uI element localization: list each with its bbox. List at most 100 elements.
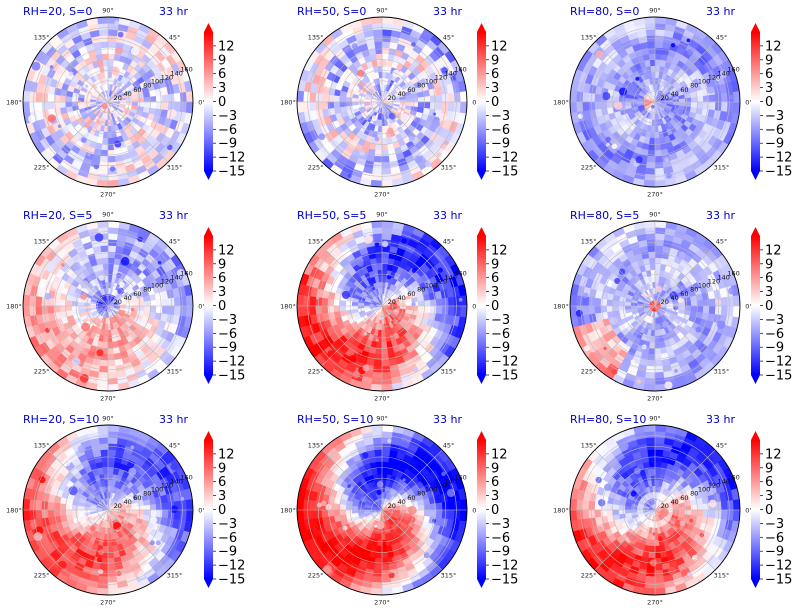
field-cell bbox=[732, 101, 740, 114]
colorbar-tick-label: −9 bbox=[491, 341, 510, 356]
field-cell bbox=[600, 101, 608, 110]
field-cell bbox=[107, 461, 115, 469]
field-cell bbox=[96, 17, 109, 25]
field-cell bbox=[372, 371, 383, 380]
field-cell bbox=[98, 167, 109, 176]
field-speckle bbox=[729, 94, 735, 100]
angle-tick-label: 45° bbox=[169, 237, 181, 245]
field-cell bbox=[34, 296, 43, 307]
field-cell bbox=[320, 305, 329, 315]
panel-title: RH=80, S=0 bbox=[570, 5, 639, 18]
radius-tick-label: 100 bbox=[698, 78, 710, 86]
field-cell bbox=[107, 221, 120, 229]
field-cell bbox=[320, 93, 329, 103]
radius-tick-label: 40 bbox=[397, 90, 405, 98]
colorbar-gradient bbox=[204, 32, 213, 171]
radius-tick-label: 60 bbox=[680, 290, 688, 298]
field-cell bbox=[65, 300, 73, 307]
radius-tick-label: 20 bbox=[114, 94, 122, 102]
field-speckle bbox=[606, 120, 610, 124]
field-cell bbox=[702, 298, 710, 307]
field-cell bbox=[302, 295, 311, 307]
field-cell bbox=[696, 305, 704, 313]
colorbar-gradient bbox=[751, 32, 760, 171]
radius-tick-label: 40 bbox=[397, 294, 405, 302]
field-cell bbox=[107, 179, 120, 187]
field-cell bbox=[377, 125, 383, 133]
colorbar-tick-label: 12 bbox=[491, 39, 508, 54]
field-cell bbox=[107, 383, 120, 391]
field-cell bbox=[654, 257, 662, 265]
field-cell bbox=[654, 53, 662, 61]
field-cell bbox=[447, 296, 456, 307]
field-speckle bbox=[28, 114, 37, 123]
field-cell bbox=[46, 305, 55, 315]
colorbar-tick-label: 3 bbox=[765, 81, 773, 96]
field-cell bbox=[96, 179, 109, 187]
colorbar-tick-label: 12 bbox=[765, 243, 782, 258]
angle-tick-label: 270° bbox=[374, 191, 390, 199]
angle-tick-label: 270° bbox=[647, 191, 663, 199]
colorbar-gradient bbox=[204, 236, 213, 375]
field-cell bbox=[654, 155, 664, 164]
field-cell bbox=[327, 298, 335, 307]
field-cell bbox=[173, 92, 182, 103]
panel-title: RH=20, S=5 bbox=[23, 209, 92, 222]
field-cell bbox=[708, 93, 717, 103]
field-cell bbox=[107, 353, 116, 361]
radius-tick-label: 60 bbox=[133, 86, 141, 94]
field-cell bbox=[46, 101, 55, 111]
colorbar-tick-label: 9 bbox=[218, 53, 226, 68]
field-cell bbox=[28, 295, 37, 307]
colorbar-tick-label: −9 bbox=[218, 341, 237, 356]
colorbar-extend-high bbox=[751, 227, 760, 236]
field-cell bbox=[654, 251, 663, 259]
field-cell bbox=[155, 305, 163, 314]
field-cell bbox=[429, 305, 437, 314]
field-cell bbox=[708, 297, 717, 307]
field-speckle bbox=[351, 43, 359, 50]
field-cell bbox=[297, 305, 305, 318]
colorbar-tick-label: 12 bbox=[765, 39, 782, 54]
field-cell bbox=[643, 221, 656, 229]
field-cell bbox=[453, 91, 462, 103]
field-speckle bbox=[589, 351, 596, 358]
field-cell bbox=[643, 179, 656, 187]
field-cell bbox=[302, 305, 311, 317]
angular-gridline bbox=[654, 41, 716, 103]
field-cell bbox=[103, 533, 109, 541]
field-cell bbox=[720, 296, 729, 307]
field-cell bbox=[654, 263, 661, 271]
field-cell bbox=[179, 91, 188, 103]
colorbar-tick-label: −15 bbox=[491, 369, 518, 384]
field-cell bbox=[297, 294, 305, 307]
radius-tick-label: 160 bbox=[180, 65, 192, 73]
colorbar-tick-label: −3 bbox=[765, 313, 784, 328]
angle-tick-label: 45° bbox=[716, 237, 728, 245]
field-cell bbox=[102, 341, 109, 349]
field-cell bbox=[107, 53, 115, 61]
field-speckle bbox=[687, 48, 694, 56]
angle-tick-label: 225° bbox=[34, 368, 50, 376]
field-speckle bbox=[359, 149, 366, 156]
colorbar-tick-label: −9 bbox=[765, 137, 784, 152]
field-cell bbox=[107, 173, 119, 182]
field-cell bbox=[107, 455, 116, 463]
field-speckle bbox=[81, 322, 90, 332]
field-speckle bbox=[432, 119, 441, 128]
angle-tick-label: 180° bbox=[6, 303, 22, 311]
field-cell bbox=[654, 353, 663, 361]
colorbar-tick-label: −15 bbox=[765, 165, 792, 180]
field-cell bbox=[107, 71, 113, 79]
field-speckle bbox=[77, 99, 81, 103]
field-cell bbox=[103, 329, 109, 337]
field-speckle bbox=[441, 67, 449, 74]
field-cell bbox=[647, 47, 656, 55]
radius-tick-label: 160 bbox=[727, 65, 739, 73]
field-cell bbox=[53, 509, 61, 518]
field-cell bbox=[131, 509, 139, 515]
colorbar-tick-label: −15 bbox=[491, 165, 518, 180]
field-speckle bbox=[664, 381, 673, 390]
field-cell bbox=[447, 101, 456, 112]
angular-gridline bbox=[594, 41, 656, 103]
